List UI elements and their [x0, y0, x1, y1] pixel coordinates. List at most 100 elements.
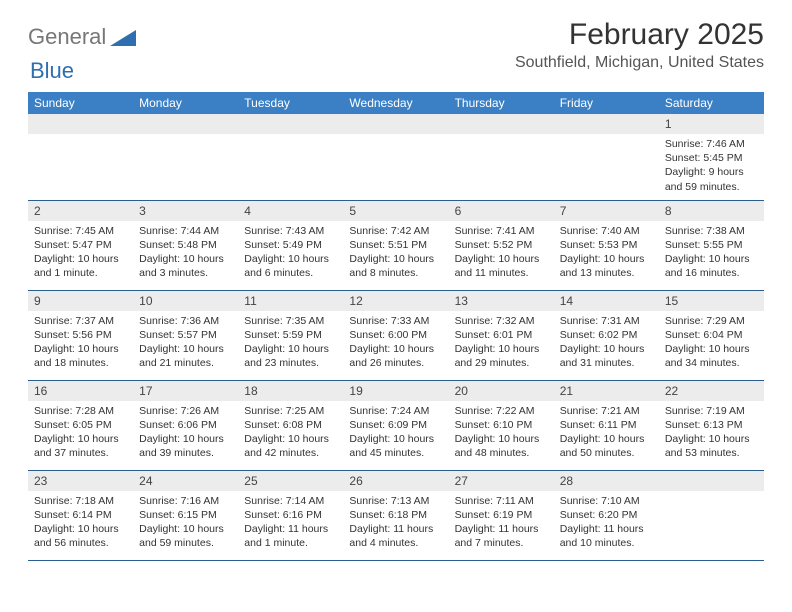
- calendar-week: 23Sunrise: 7:18 AMSunset: 6:14 PMDayligh…: [28, 470, 764, 560]
- day-cell: 7Sunrise: 7:40 AMSunset: 5:53 PMDaylight…: [554, 200, 659, 290]
- title-block: February 2025 Southfield, Michigan, Unit…: [515, 18, 764, 72]
- day-cell: 10Sunrise: 7:36 AMSunset: 5:57 PMDayligh…: [133, 290, 238, 380]
- sunrise-text: Sunrise: 7:25 AM: [244, 404, 337, 418]
- day-number: 28: [554, 471, 659, 491]
- sunset-text: Sunset: 6:16 PM: [244, 508, 337, 522]
- day-body: Sunrise: 7:31 AMSunset: 6:02 PMDaylight:…: [554, 311, 659, 377]
- day-cell: 25Sunrise: 7:14 AMSunset: 6:16 PMDayligh…: [238, 470, 343, 560]
- day-cell: [28, 114, 133, 200]
- dow-tuesday: Tuesday: [238, 92, 343, 114]
- day-body: Sunrise: 7:37 AMSunset: 5:56 PMDaylight:…: [28, 311, 133, 377]
- day-cell: 1Sunrise: 7:46 AMSunset: 5:45 PMDaylight…: [659, 114, 764, 200]
- daylight-text: Daylight: 10 hours and 21 minutes.: [139, 342, 232, 370]
- daylight-text: Daylight: 10 hours and 8 minutes.: [349, 252, 442, 280]
- sunrise-text: Sunrise: 7:11 AM: [455, 494, 548, 508]
- day-body: Sunrise: 7:45 AMSunset: 5:47 PMDaylight:…: [28, 221, 133, 287]
- sunrise-text: Sunrise: 7:44 AM: [139, 224, 232, 238]
- day-body: Sunrise: 7:41 AMSunset: 5:52 PMDaylight:…: [449, 221, 554, 287]
- day-body: [659, 491, 764, 500]
- day-number: 8: [659, 201, 764, 221]
- sunrise-text: Sunrise: 7:10 AM: [560, 494, 653, 508]
- calendar-week: 2Sunrise: 7:45 AMSunset: 5:47 PMDaylight…: [28, 200, 764, 290]
- dow-monday: Monday: [133, 92, 238, 114]
- day-number: [133, 114, 238, 134]
- day-number: 25: [238, 471, 343, 491]
- day-number: 22: [659, 381, 764, 401]
- day-cell: 24Sunrise: 7:16 AMSunset: 6:15 PMDayligh…: [133, 470, 238, 560]
- sunset-text: Sunset: 5:51 PM: [349, 238, 442, 252]
- calendar-week: 1Sunrise: 7:46 AMSunset: 5:45 PMDaylight…: [28, 114, 764, 200]
- day-number: 9: [28, 291, 133, 311]
- sunrise-text: Sunrise: 7:32 AM: [455, 314, 548, 328]
- daylight-text: Daylight: 11 hours and 1 minute.: [244, 522, 337, 550]
- day-number: 4: [238, 201, 343, 221]
- daylight-text: Daylight: 10 hours and 6 minutes.: [244, 252, 337, 280]
- daylight-text: Daylight: 10 hours and 53 minutes.: [665, 432, 758, 460]
- day-body: Sunrise: 7:21 AMSunset: 6:11 PMDaylight:…: [554, 401, 659, 467]
- day-body: [133, 134, 238, 143]
- day-body: Sunrise: 7:33 AMSunset: 6:00 PMDaylight:…: [343, 311, 448, 377]
- dow-sunday: Sunday: [28, 92, 133, 114]
- day-number: [238, 114, 343, 134]
- month-title: February 2025: [515, 18, 764, 52]
- sunrise-text: Sunrise: 7:19 AM: [665, 404, 758, 418]
- day-number: 12: [343, 291, 448, 311]
- day-body: [28, 134, 133, 143]
- dow-thursday: Thursday: [449, 92, 554, 114]
- day-body: [449, 134, 554, 143]
- day-cell: 9Sunrise: 7:37 AMSunset: 5:56 PMDaylight…: [28, 290, 133, 380]
- day-number: 21: [554, 381, 659, 401]
- daylight-text: Daylight: 10 hours and 26 minutes.: [349, 342, 442, 370]
- sunrise-text: Sunrise: 7:13 AM: [349, 494, 442, 508]
- day-cell: 20Sunrise: 7:22 AMSunset: 6:10 PMDayligh…: [449, 380, 554, 470]
- daylight-text: Daylight: 10 hours and 42 minutes.: [244, 432, 337, 460]
- day-cell: 3Sunrise: 7:44 AMSunset: 5:48 PMDaylight…: [133, 200, 238, 290]
- sunset-text: Sunset: 6:04 PM: [665, 328, 758, 342]
- day-number: 20: [449, 381, 554, 401]
- day-cell: 23Sunrise: 7:18 AMSunset: 6:14 PMDayligh…: [28, 470, 133, 560]
- day-body: Sunrise: 7:26 AMSunset: 6:06 PMDaylight:…: [133, 401, 238, 467]
- day-number: 15: [659, 291, 764, 311]
- dow-wednesday: Wednesday: [343, 92, 448, 114]
- day-number: 7: [554, 201, 659, 221]
- daylight-text: Daylight: 10 hours and 31 minutes.: [560, 342, 653, 370]
- sunrise-text: Sunrise: 7:31 AM: [560, 314, 653, 328]
- sunset-text: Sunset: 5:47 PM: [34, 238, 127, 252]
- sunset-text: Sunset: 6:02 PM: [560, 328, 653, 342]
- day-number: 2: [28, 201, 133, 221]
- sunset-text: Sunset: 5:52 PM: [455, 238, 548, 252]
- sunset-text: Sunset: 6:10 PM: [455, 418, 548, 432]
- day-cell: 2Sunrise: 7:45 AMSunset: 5:47 PMDaylight…: [28, 200, 133, 290]
- day-cell: 27Sunrise: 7:11 AMSunset: 6:19 PMDayligh…: [449, 470, 554, 560]
- sunset-text: Sunset: 5:53 PM: [560, 238, 653, 252]
- daylight-text: Daylight: 10 hours and 23 minutes.: [244, 342, 337, 370]
- sunrise-text: Sunrise: 7:41 AM: [455, 224, 548, 238]
- day-number: [449, 114, 554, 134]
- day-body: [238, 134, 343, 143]
- daylight-text: Daylight: 10 hours and 34 minutes.: [665, 342, 758, 370]
- day-body: Sunrise: 7:11 AMSunset: 6:19 PMDaylight:…: [449, 491, 554, 557]
- sunrise-text: Sunrise: 7:21 AM: [560, 404, 653, 418]
- calendar-body: 1Sunrise: 7:46 AMSunset: 5:45 PMDaylight…: [28, 114, 764, 560]
- day-body: Sunrise: 7:28 AMSunset: 6:05 PMDaylight:…: [28, 401, 133, 467]
- day-cell: 15Sunrise: 7:29 AMSunset: 6:04 PMDayligh…: [659, 290, 764, 380]
- sunset-text: Sunset: 6:00 PM: [349, 328, 442, 342]
- sunset-text: Sunset: 6:09 PM: [349, 418, 442, 432]
- day-cell: 18Sunrise: 7:25 AMSunset: 6:08 PMDayligh…: [238, 380, 343, 470]
- sunrise-text: Sunrise: 7:26 AM: [139, 404, 232, 418]
- sunrise-text: Sunrise: 7:14 AM: [244, 494, 337, 508]
- sunrise-text: Sunrise: 7:35 AM: [244, 314, 337, 328]
- day-number: 11: [238, 291, 343, 311]
- day-body: Sunrise: 7:14 AMSunset: 6:16 PMDaylight:…: [238, 491, 343, 557]
- daylight-text: Daylight: 10 hours and 59 minutes.: [139, 522, 232, 550]
- day-body: [554, 134, 659, 143]
- location-text: Southfield, Michigan, United States: [515, 54, 764, 72]
- day-body: Sunrise: 7:16 AMSunset: 6:15 PMDaylight:…: [133, 491, 238, 557]
- day-cell: 21Sunrise: 7:21 AMSunset: 6:11 PMDayligh…: [554, 380, 659, 470]
- daylight-text: Daylight: 10 hours and 13 minutes.: [560, 252, 653, 280]
- dow-saturday: Saturday: [659, 92, 764, 114]
- day-number: 18: [238, 381, 343, 401]
- sunset-text: Sunset: 5:56 PM: [34, 328, 127, 342]
- sunrise-text: Sunrise: 7:42 AM: [349, 224, 442, 238]
- day-number: [659, 471, 764, 491]
